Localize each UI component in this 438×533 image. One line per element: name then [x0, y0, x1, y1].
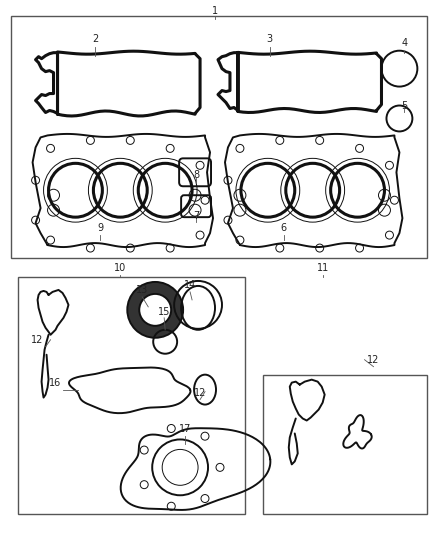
Text: 13: 13: [136, 285, 148, 295]
Text: 12: 12: [32, 335, 44, 345]
Text: 14: 14: [184, 280, 196, 290]
Text: 5: 5: [401, 101, 407, 110]
Text: 8: 8: [193, 170, 199, 180]
Text: 12: 12: [367, 354, 380, 365]
Text: 4: 4: [401, 38, 407, 48]
Text: 9: 9: [97, 223, 103, 233]
Text: 12: 12: [194, 387, 206, 398]
Circle shape: [139, 294, 171, 326]
Text: 3: 3: [267, 34, 273, 44]
Text: 15: 15: [158, 307, 170, 317]
Text: 10: 10: [114, 263, 127, 273]
Text: 17: 17: [179, 424, 191, 434]
Text: 11: 11: [317, 263, 329, 273]
Text: 6: 6: [281, 223, 287, 233]
Text: 2: 2: [92, 34, 99, 44]
Text: 16: 16: [49, 378, 62, 387]
Text: 7: 7: [193, 211, 199, 221]
Text: 1: 1: [212, 6, 218, 16]
Circle shape: [127, 282, 183, 338]
